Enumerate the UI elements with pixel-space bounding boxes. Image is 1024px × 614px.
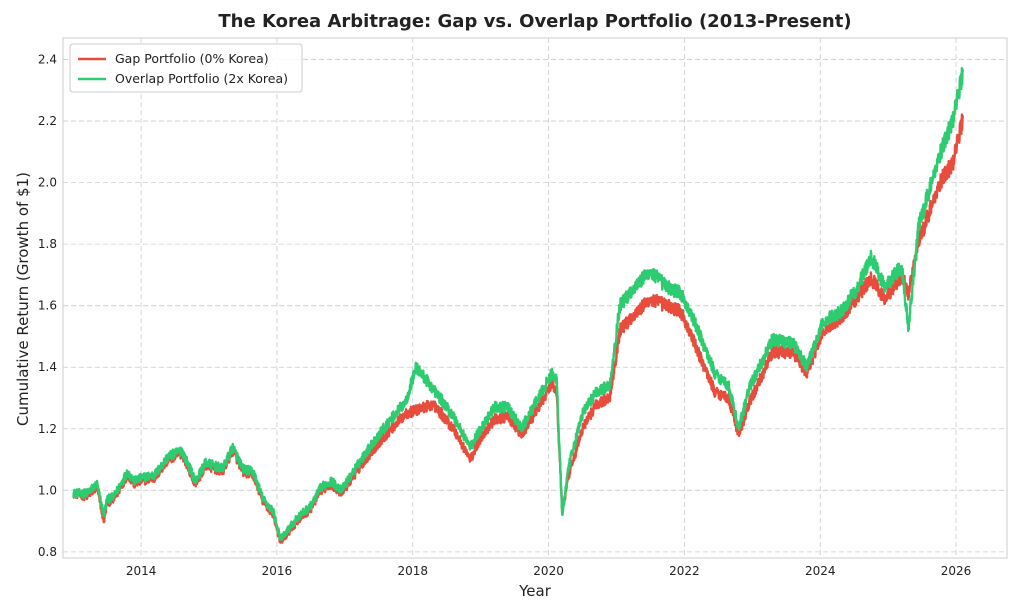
x-tick-label: 2016 bbox=[262, 564, 293, 578]
y-tick-label: 2.0 bbox=[38, 176, 57, 190]
tick-layer: 2014 2016 2018 2020 2022 2024 2026 0.8 1.0 1.2 1.4… bbox=[38, 53, 971, 578]
y-tick-label: 1.2 bbox=[38, 422, 57, 436]
grid-layer bbox=[63, 38, 1007, 558]
x-tick-label: 2018 bbox=[397, 564, 428, 578]
y-tick-label: 1.8 bbox=[38, 237, 57, 251]
y-tick-label: 2.2 bbox=[38, 114, 57, 128]
x-axis-label: Year bbox=[518, 582, 552, 600]
series-line-gap-portfolio bbox=[72, 113, 965, 544]
x-tick-label: 2022 bbox=[669, 564, 700, 578]
y-axis-label: Cumulative Return (Growth of $1) bbox=[14, 172, 32, 426]
x-tick-label: 2024 bbox=[805, 564, 836, 578]
legend-label: Gap Portfolio (0% Korea) bbox=[115, 51, 269, 66]
plot-frame bbox=[62, 37, 1008, 559]
legend: Gap Portfolio (0% Korea) Overlap Portfoli… bbox=[69, 43, 303, 93]
series-layer bbox=[72, 67, 965, 544]
y-tick-label: 1.4 bbox=[38, 360, 57, 374]
x-tick-label: 2020 bbox=[533, 564, 564, 578]
x-tick-label: 2026 bbox=[941, 564, 972, 578]
y-tick-label: 2.4 bbox=[38, 53, 57, 67]
y-tick-label: 1.0 bbox=[38, 483, 57, 497]
x-tick-label: 2014 bbox=[126, 564, 157, 578]
legend-label: Overlap Portfolio (2x Korea) bbox=[115, 71, 288, 86]
legend-box bbox=[69, 43, 303, 93]
y-tick-label: 0.8 bbox=[38, 545, 57, 559]
y-tick-label: 1.6 bbox=[38, 299, 57, 313]
series-line-overlap-portfolio bbox=[72, 67, 965, 541]
chart-title: The Korea Arbitrage: Gap vs. Overlap Por… bbox=[218, 11, 851, 32]
